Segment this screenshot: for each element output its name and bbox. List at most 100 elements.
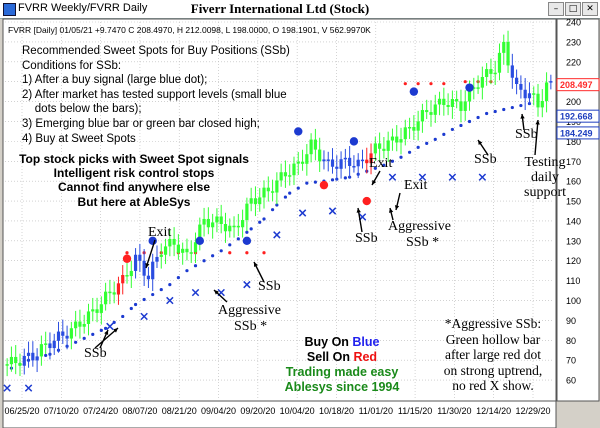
price-bar-body xyxy=(168,238,172,247)
app-icon xyxy=(3,3,16,16)
x-tick-label: 12/14/20 xyxy=(476,406,511,416)
resistance-dot xyxy=(228,251,232,255)
price-bar-body xyxy=(104,291,108,305)
price-bar-body xyxy=(266,187,270,192)
chart-title: Fiverr International Ltd (Stock) xyxy=(190,1,370,16)
price-bar-body xyxy=(339,159,343,169)
y-tick-label: 230 xyxy=(566,37,581,47)
price-bar-body xyxy=(318,149,322,162)
x-mark xyxy=(24,384,33,392)
annotation-arrowhead xyxy=(254,262,258,267)
price-bar-body xyxy=(78,321,82,327)
price-bar-body xyxy=(429,112,433,115)
price-bar-body xyxy=(236,225,240,228)
resistance-dot xyxy=(416,82,420,86)
y-tick-label: 160 xyxy=(566,177,581,187)
price-bar-body xyxy=(133,254,138,271)
price-bar-body xyxy=(326,159,330,161)
price-bar-body xyxy=(540,101,544,108)
support-dot xyxy=(485,111,489,116)
annotation-arrowhead xyxy=(356,208,361,213)
ssb-label-3: SSb xyxy=(355,231,378,246)
support-dot xyxy=(211,254,215,258)
price-bar-body xyxy=(99,304,103,313)
price-bar-body xyxy=(258,197,262,205)
x-tick-label: 08/21/20 xyxy=(162,406,197,416)
price-bar-body xyxy=(82,323,86,327)
annotation-arrowhead xyxy=(388,208,394,213)
x-mark xyxy=(166,296,174,305)
plot-area xyxy=(2,18,557,402)
support-word: support xyxy=(524,185,566,200)
y-tick-label: 70 xyxy=(566,356,576,366)
buy-signal-dot xyxy=(409,87,419,96)
price-bar-body xyxy=(360,159,365,162)
testing-word: Testing xyxy=(524,155,566,170)
support-dot xyxy=(296,186,300,190)
price-bar-body xyxy=(343,157,347,160)
close-button[interactable]: ✕ xyxy=(582,2,598,16)
support-dot xyxy=(121,314,125,319)
price-bar-body xyxy=(228,225,232,232)
tagline: Buy On Blue Sell On Red Trading made eas… xyxy=(282,335,402,395)
y-tick-label: 150 xyxy=(566,197,581,207)
window-title: FVRR Weekly/FVRR Daily xyxy=(18,2,148,14)
price-bar-body xyxy=(116,283,121,295)
buy-prefix: Buy On xyxy=(304,335,353,349)
support-dot xyxy=(193,264,198,268)
price-bar-body xyxy=(35,356,39,361)
buy-word: Blue xyxy=(352,335,380,349)
promo-line: Cannot find anywhere else xyxy=(57,180,211,195)
x-tick-label: 11/01/20 xyxy=(359,406,393,416)
price-tag-box xyxy=(556,126,600,140)
annotation-arrow xyxy=(145,239,156,269)
support-dot xyxy=(305,181,309,185)
price-bar-body xyxy=(348,157,352,166)
price-bar-body xyxy=(172,238,176,245)
ssb-star-label-2: SSb * xyxy=(406,235,440,250)
y-tick-label: 220 xyxy=(566,57,581,67)
annotation-arrowhead xyxy=(535,120,540,125)
price-bar-body xyxy=(61,331,65,336)
x-mark xyxy=(273,231,281,239)
price-bar-body xyxy=(442,98,446,106)
support-dot xyxy=(133,302,138,307)
price-bar-body xyxy=(425,110,429,113)
support-dot xyxy=(99,328,103,332)
info-line: 2) After market has tested support level… xyxy=(22,88,287,101)
support-dot xyxy=(313,180,317,184)
aggressive-note: *Aggressive SSb: Green hollow bar after … xyxy=(432,316,554,394)
price-bar-body xyxy=(519,84,523,90)
buy-signal-dot xyxy=(349,137,359,146)
support-dot xyxy=(245,230,249,234)
support-dot xyxy=(407,150,412,154)
support-dot xyxy=(493,109,497,114)
promo-line: Intelligent risk control stops xyxy=(53,166,215,181)
minimize-button[interactable]: – xyxy=(548,2,564,16)
price-bar-body xyxy=(489,69,493,74)
price-bar-body xyxy=(352,165,356,168)
y-tick-label: 100 xyxy=(566,296,581,306)
x-mark xyxy=(243,280,251,289)
price-bar-body xyxy=(198,224,202,243)
price-bar-body xyxy=(275,180,279,193)
info-line: dots below the bars); xyxy=(22,103,142,116)
price-bar-body xyxy=(549,81,553,83)
price-bar-body xyxy=(373,143,377,154)
support-dot xyxy=(219,249,223,253)
price-bar-body xyxy=(138,254,142,261)
price-bar-body xyxy=(532,93,536,95)
price-bar-body xyxy=(515,77,519,85)
support-dot xyxy=(159,287,163,292)
price-bar-body xyxy=(245,203,249,221)
maximize-button[interactable]: □ xyxy=(565,2,581,16)
promo-line: But here at AbleSys xyxy=(77,194,191,209)
price-bar-body xyxy=(39,344,43,357)
price-bar-body xyxy=(121,275,125,284)
price-bar-body xyxy=(395,136,399,143)
support-dot xyxy=(459,123,463,128)
price-bar-body xyxy=(18,363,22,366)
support-dot xyxy=(249,227,253,231)
support-dot xyxy=(104,326,108,330)
